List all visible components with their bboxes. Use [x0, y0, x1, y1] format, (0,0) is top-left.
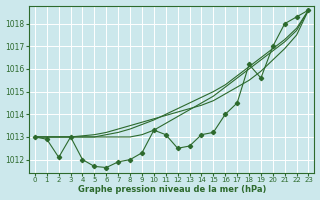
X-axis label: Graphe pression niveau de la mer (hPa): Graphe pression niveau de la mer (hPa) [77, 185, 266, 194]
